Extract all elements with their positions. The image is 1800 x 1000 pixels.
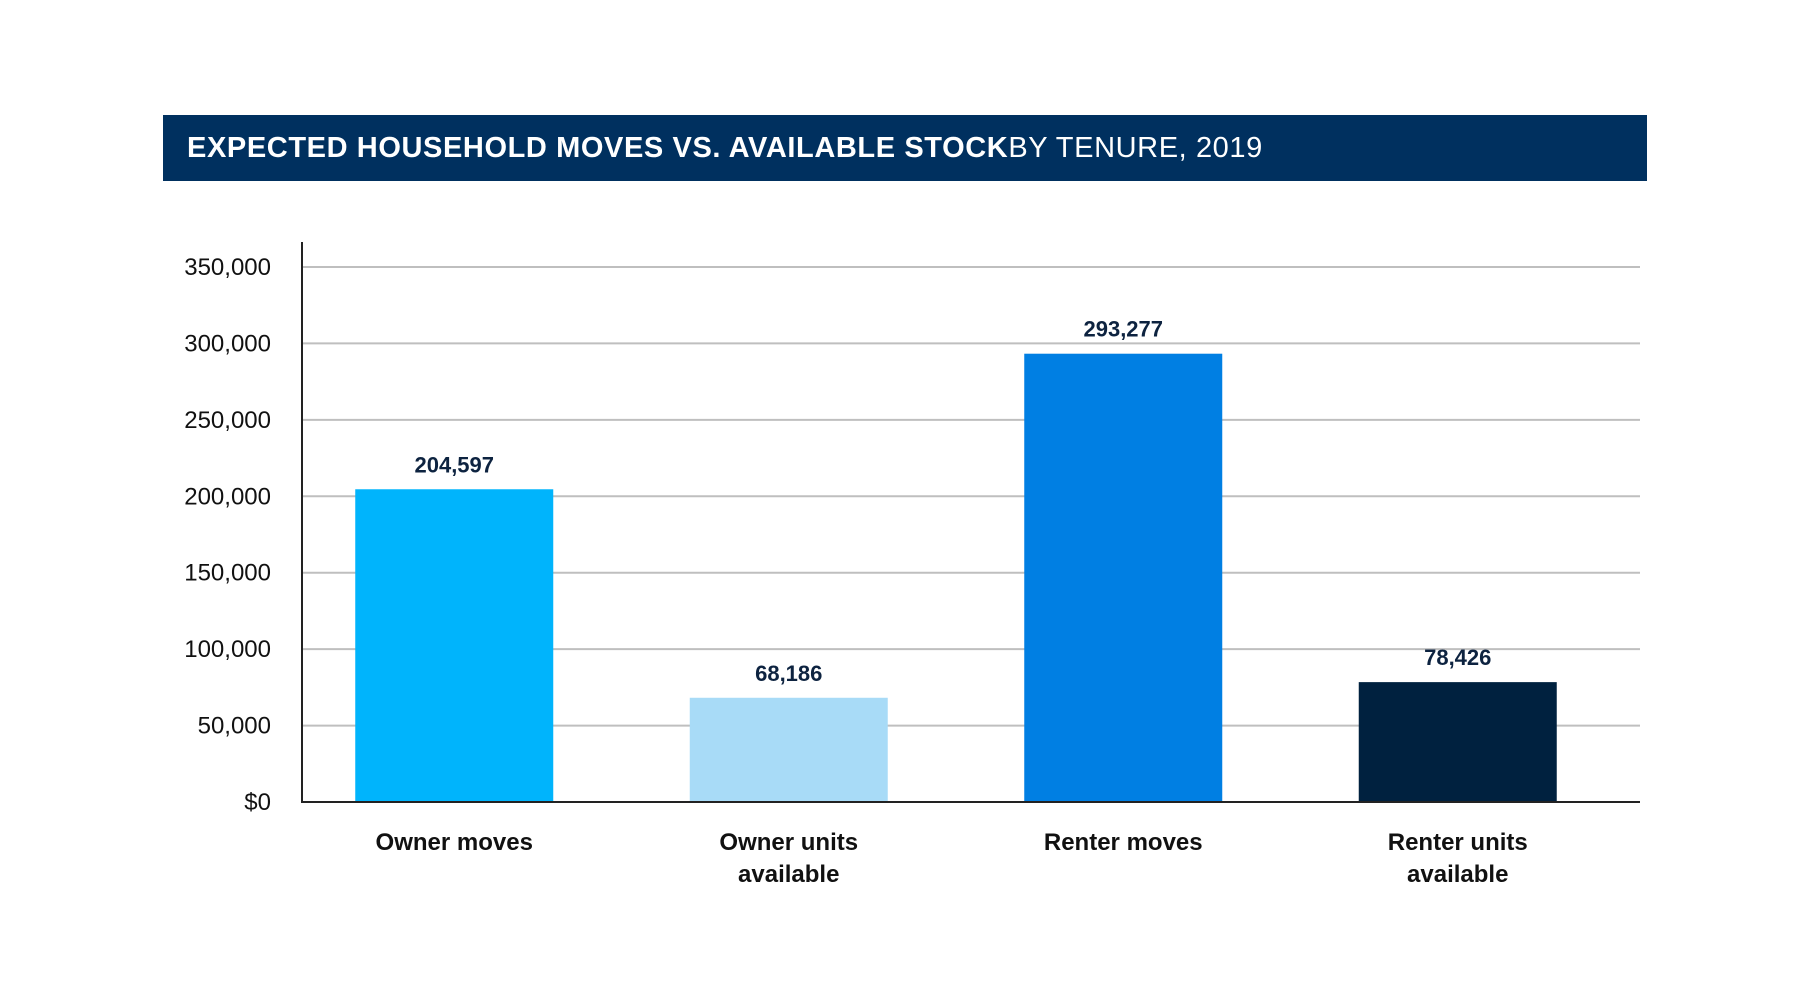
x-category-label: Owner moves (376, 829, 533, 856)
bar-value-label: 78,426 (1424, 645, 1491, 670)
bar-value-label: 293,277 (1083, 317, 1163, 342)
labels: $0 50,000 100,000 150,000 200,000 250,000 300,… (184, 254, 1528, 888)
x-category-label: Renter units available (1388, 829, 1528, 888)
chart-title-bold: EXPECTED HOUSEHOLD MOVES VS. AVAILABLE S… (187, 131, 1009, 164)
bar (1024, 353, 1223, 802)
y-tick-label: 200,000 (184, 483, 271, 510)
x-category-label: Owner units available (719, 829, 858, 888)
y-tick-label: 250,000 (184, 407, 271, 434)
y-tick-label: 300,000 (184, 330, 271, 357)
chart-title: EXPECTED HOUSEHOLD MOVES VS. AVAILABLE S… (163, 115, 1647, 181)
axes (301, 242, 1640, 803)
x-category-label: Renter moves (1044, 829, 1203, 856)
x-category-label-line: Owner units (719, 829, 858, 856)
y-tick-label: 100,000 (184, 636, 271, 663)
x-category-label-line: available (1407, 861, 1508, 888)
x-category-label-line: Owner moves (376, 829, 533, 856)
bar (355, 489, 554, 802)
x-category-label-line: Renter units (1388, 829, 1528, 856)
y-tick-label: 350,000 (184, 254, 271, 281)
y-tick-label: 50,000 (198, 713, 271, 740)
y-tick-label: $0 (244, 789, 271, 816)
bars (355, 353, 1557, 802)
bar (689, 697, 888, 802)
y-tick-label: 150,000 (184, 560, 271, 587)
chart-title-light: BY TENURE, 2019 (1008, 131, 1263, 164)
bar-value-label: 68,186 (755, 661, 822, 686)
x-category-label-line: Renter moves (1044, 829, 1203, 856)
x-category-label-line: available (738, 861, 839, 888)
bar-value-label: 204,597 (414, 452, 494, 477)
bar (1358, 682, 1557, 802)
